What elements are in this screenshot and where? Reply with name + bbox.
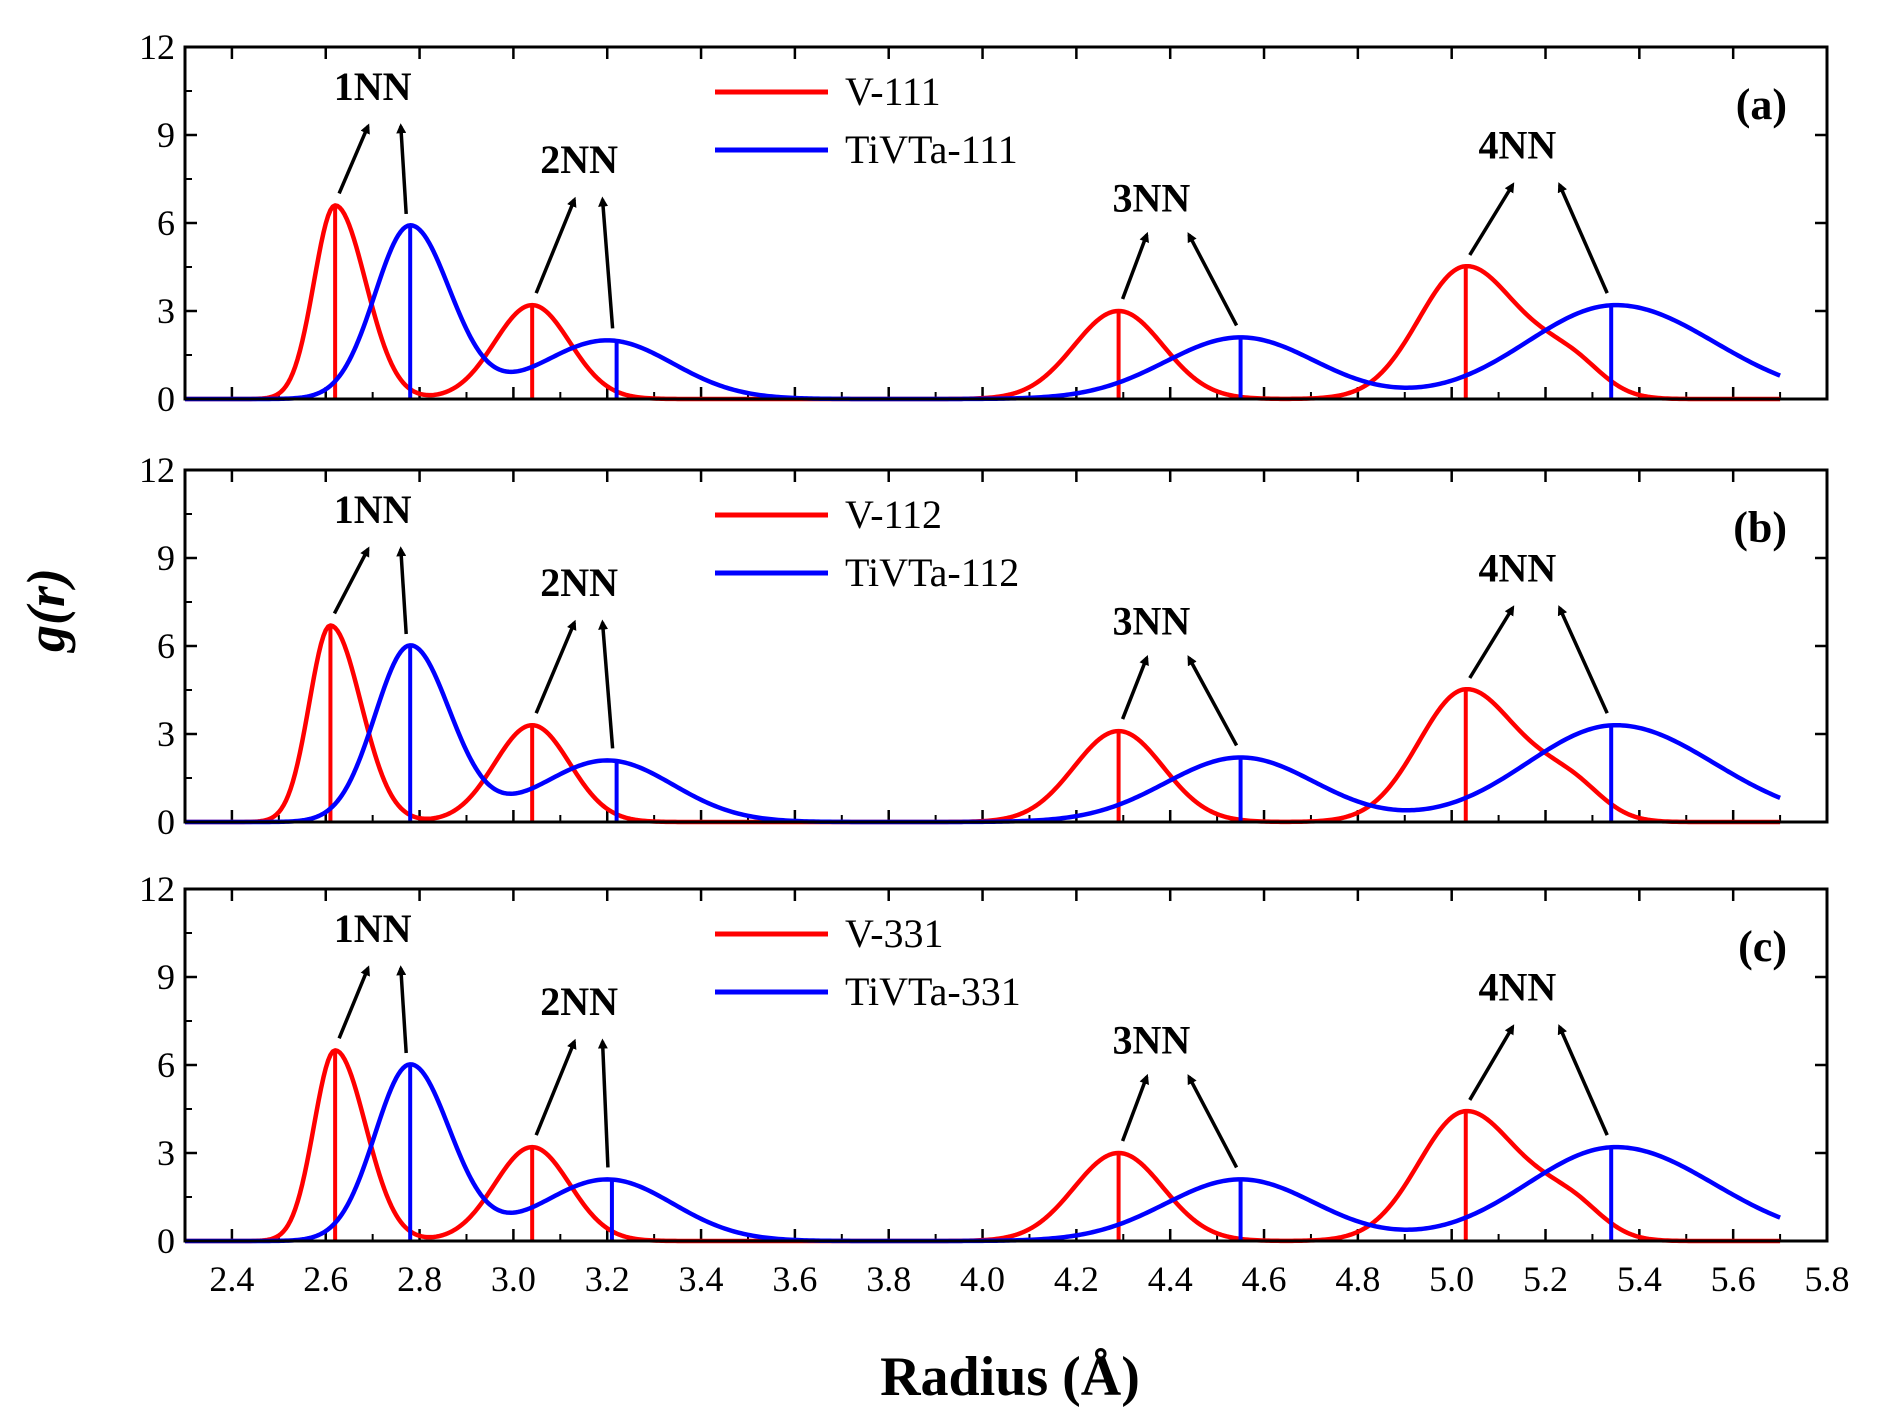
y-tick-label: 12 [139,450,175,490]
nn-arrow [396,546,408,635]
x-tick-label: 2.4 [209,1259,254,1299]
nn-arrow [1468,1024,1515,1101]
x-axis-title: Radius (Å) [880,1346,1140,1408]
y-tick-label: 9 [157,957,175,997]
nn-label: 2NN [540,137,618,182]
nn-arrow [1557,605,1609,714]
series-line-TiVTa-111 [185,223,1781,402]
nn-label: 2NN [540,979,618,1024]
nn-arrow [1468,605,1515,679]
nn-label: 4NN [1478,545,1556,590]
x-tick-label: 3.2 [585,1259,630,1299]
x-tick-label: 5.6 [1711,1259,1756,1299]
x-tick-label: 3.8 [866,1259,911,1299]
x-tick-label: 3.6 [772,1259,817,1299]
legend-label: TiVTa-111 [845,127,1018,172]
legend-label: V-111 [845,69,941,114]
nn-arrow [396,965,408,1054]
plot-frame [183,468,1829,824]
plot-frame [183,887,1829,1243]
nn-arrow [1120,231,1149,300]
nn-arrow [1187,1074,1239,1169]
y-tick-label: 12 [139,869,175,909]
x-tick-label: 3.0 [491,1259,536,1299]
plot-frame [183,45,1829,401]
x-tick-label: 4.4 [1148,1259,1193,1299]
nn-label: 4NN [1478,964,1556,1009]
x-tick-label: 5.0 [1429,1259,1474,1299]
nn-arrow [534,619,577,714]
y-tick-label: 6 [157,1045,175,1085]
nn-label: 1NN [334,906,412,951]
panel-label: (a) [1736,80,1787,129]
y-tick-label: 6 [157,626,175,666]
x-tick-label: 4.2 [1054,1259,1099,1299]
x-tick-label: 4.6 [1242,1259,1287,1299]
legend-label: V-331 [845,911,944,956]
series-line-TiVTa-112 [185,643,1781,825]
panel-1: 0 3 6 9 12 1NN 2NN 3NN 4NN V-112 TiVTa-112 (b) [139,450,1829,842]
series-line-V-331 [185,1048,1781,1244]
y-axis-title: g(r) [16,568,76,653]
legend-label: TiVTa-112 [845,550,1019,595]
nn-arrow [1468,182,1515,256]
x-tick-label: 3.4 [679,1259,724,1299]
nn-arrow [1120,654,1149,720]
series-line-TiVTa-331 [185,1062,1781,1244]
nn-arrow [337,965,370,1039]
x-tick-label: 5.8 [1805,1259,1850,1299]
y-tick-label: 9 [157,115,175,155]
nn-arrow [1557,1024,1609,1136]
panel-0: 0 3 6 9 12 1NN 2NN 3NN 4NN V-111 TiVTa-111 (a) [139,27,1829,419]
x-tick-labels: 2.4 2.6 2.8 3.0 3.2 3.4 3.6 3.8 4.0 4.2 4.4 4.6 4.8 5… [209,1259,1849,1299]
y-tick-label: 3 [157,1133,175,1173]
nn-arrow [1120,1073,1149,1142]
y-tick-label: 0 [157,379,175,419]
nn-arrow [534,196,577,294]
nn-arrow [1557,182,1609,294]
x-tick-label: 2.6 [303,1259,348,1299]
nn-arrow [1187,232,1239,327]
nn-arrow [396,123,408,215]
nn-arrow [1187,655,1239,747]
nn-label: 3NN [1113,175,1191,220]
y-tick-label: 3 [157,714,175,754]
x-tick-label: 4.0 [960,1259,1005,1299]
nn-label: 2NN [540,560,618,605]
legend-label: V-112 [845,492,942,537]
x-tick-label: 4.8 [1335,1259,1380,1299]
nn-arrow [332,546,370,615]
nn-label: 4NN [1478,122,1556,167]
nn-arrow [598,619,615,749]
x-tick-label: 2.8 [397,1259,442,1299]
y-tick-label: 9 [157,538,175,578]
nn-arrow [598,196,615,329]
nn-label: 1NN [334,64,412,109]
x-tick-label: 5.4 [1617,1259,1662,1299]
y-tick-label: 0 [157,1221,175,1261]
nn-label: 1NN [334,487,412,532]
y-tick-label: 3 [157,291,175,331]
panel-label: (b) [1733,503,1787,552]
legend-label: TiVTa-331 [845,969,1021,1014]
panel-2: 0 3 6 9 12 1NN 2NN 3NN 4NN V-331 TiVTa-331 (c) [139,869,1829,1261]
panels: 0 3 6 9 12 1NN 2NN 3NN 4NN V-111 TiVTa-111 (a) 0 3 6 9 1… [139,27,1829,1261]
nn-arrow [337,123,370,195]
panel-label: (c) [1738,922,1787,971]
nn-label: 3NN [1113,1017,1191,1062]
nn-label: 3NN [1113,598,1191,643]
y-tick-label: 0 [157,802,175,842]
x-tick-label: 5.2 [1523,1259,1568,1299]
nn-arrow [534,1038,577,1136]
y-tick-label: 12 [139,27,175,67]
y-tick-label: 6 [157,203,175,243]
nn-arrow [597,1038,610,1168]
